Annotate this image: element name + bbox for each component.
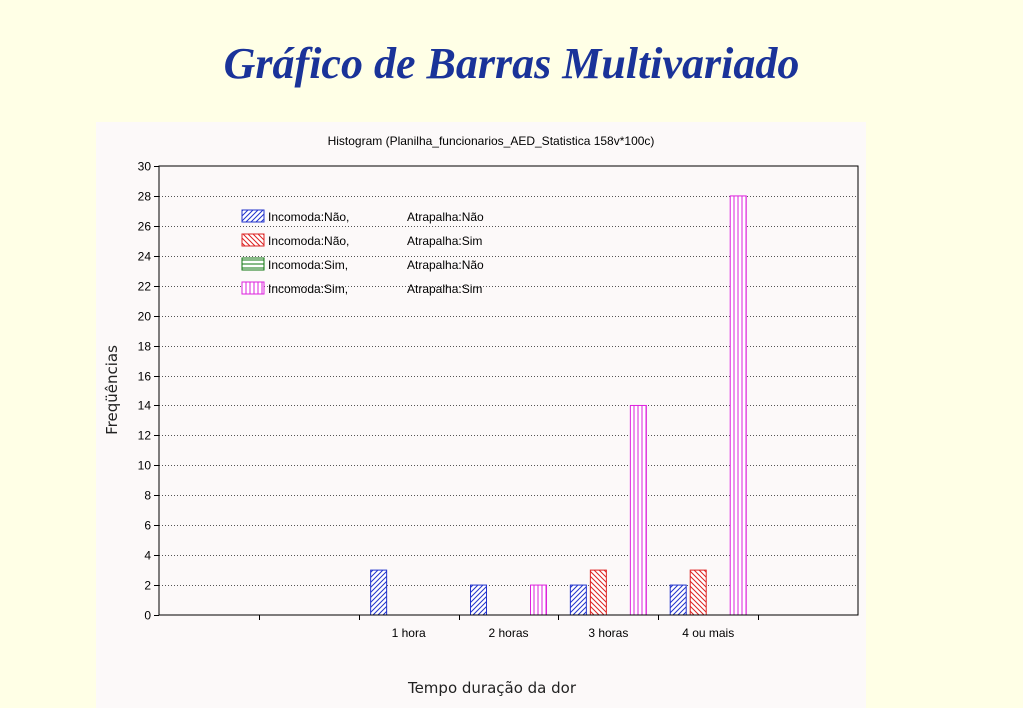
y-tick-label: 10 bbox=[138, 459, 152, 473]
legend-label: Incomoda:Sim, bbox=[268, 258, 348, 272]
plot-frame bbox=[158, 165, 859, 616]
bar bbox=[569, 584, 587, 616]
x-tick-label: 3 horas bbox=[588, 626, 628, 640]
y-tick-label: 18 bbox=[138, 340, 152, 354]
y-tick-label: 24 bbox=[138, 250, 152, 264]
y-tick-label: 22 bbox=[138, 280, 152, 294]
bars bbox=[370, 195, 747, 616]
legend-label: Incomoda:Não, bbox=[268, 234, 349, 248]
y-tick-label: 12 bbox=[138, 429, 152, 443]
bar bbox=[669, 584, 687, 616]
bar bbox=[629, 404, 647, 616]
bar bbox=[729, 195, 747, 616]
y-tick-label: 14 bbox=[138, 399, 152, 413]
y-tick-label: 4 bbox=[144, 549, 151, 563]
x-tick-label: 4 ou mais bbox=[682, 626, 734, 640]
x-tick-label: 1 hora bbox=[392, 626, 426, 640]
y-tick-label: 16 bbox=[138, 370, 152, 384]
bar-chart: Histogram (Planilha_funcionarios_AED_Sta… bbox=[103, 134, 859, 697]
legend-label: Atrapalha:Sim bbox=[407, 234, 482, 248]
y-tick-label: 8 bbox=[144, 489, 151, 503]
legend-label: Incomoda:Sim, bbox=[268, 282, 348, 296]
legend-label: Atrapalha:Não bbox=[407, 210, 484, 224]
y-tick-label: 2 bbox=[144, 579, 151, 593]
y-tick-label: 0 bbox=[144, 609, 151, 623]
legend-swatch bbox=[241, 257, 265, 271]
legend-label: Atrapalha:Sim bbox=[407, 282, 482, 296]
chart-panel: Histogram (Planilha_funcionarios_AED_Sta… bbox=[96, 122, 866, 708]
grid-lines bbox=[159, 196, 858, 586]
x-axis-title: Tempo duração da dor bbox=[407, 679, 577, 697]
y-tick-label: 6 bbox=[144, 519, 151, 533]
bar bbox=[470, 584, 487, 616]
x-tick-label: 2 horas bbox=[488, 626, 528, 640]
bar bbox=[530, 584, 547, 616]
slide-title: Gráfico de Barras Multivariado bbox=[223, 39, 800, 88]
legend-swatch bbox=[241, 281, 265, 295]
legend-swatch bbox=[241, 233, 265, 247]
bar bbox=[370, 569, 388, 616]
y-axis-title: Freqüências bbox=[103, 345, 121, 435]
bar bbox=[589, 569, 607, 616]
legend-label: Incomoda:Não, bbox=[268, 210, 349, 224]
y-tick-label: 28 bbox=[138, 190, 152, 204]
legend-swatch bbox=[241, 209, 265, 223]
legend-label: Atrapalha:Não bbox=[407, 258, 484, 272]
bar bbox=[689, 569, 707, 616]
chart-title: Histogram (Planilha_funcionarios_AED_Sta… bbox=[328, 134, 655, 148]
y-tick-label: 20 bbox=[138, 310, 152, 324]
legend: Incomoda:Não, Atrapalha:Não Incomoda:Não, A… bbox=[241, 209, 484, 296]
y-tick-label: 26 bbox=[138, 220, 152, 234]
y-tick-label: 30 bbox=[138, 160, 152, 174]
